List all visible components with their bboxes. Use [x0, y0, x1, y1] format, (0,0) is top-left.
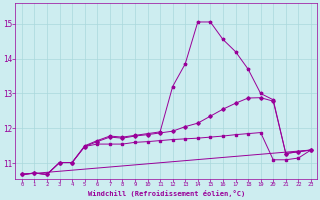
X-axis label: Windchill (Refroidissement éolien,°C): Windchill (Refroidissement éolien,°C): [88, 190, 245, 197]
